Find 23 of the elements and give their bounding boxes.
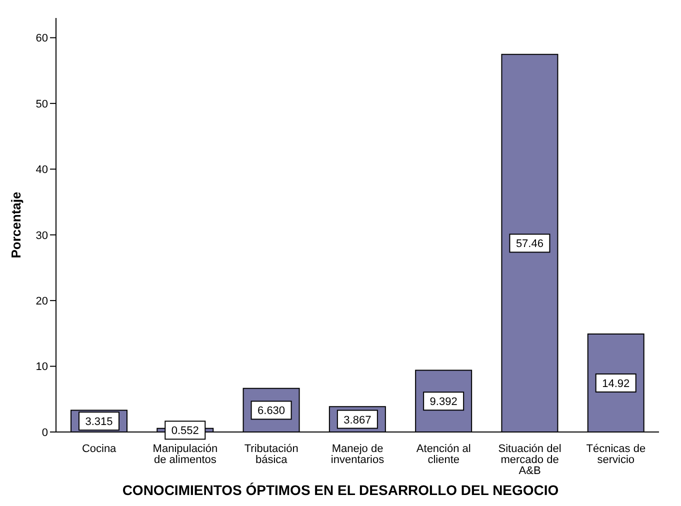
x-tick-label: Cocina <box>82 443 118 455</box>
y-axis-title: Porcentaje <box>8 192 24 258</box>
x-tick-label: Situación del mercado de A&B <box>498 443 562 477</box>
data-label: 57.46 <box>516 238 544 250</box>
y-tick-label: 60 <box>36 32 48 45</box>
x-axis-title: CONOCIMIENTOS ÓPTIMOS EN EL DESARROLLO DEL NEGOCIO <box>121 482 560 498</box>
y-tick-label: 10 <box>36 361 48 374</box>
data-label: 3.867 <box>344 414 372 426</box>
data-label: 9.392 <box>430 396 458 408</box>
x-tick-label: Atención al cliente <box>416 443 471 466</box>
data-label: 3.315 <box>85 416 113 428</box>
y-tick-label: 20 <box>36 295 48 308</box>
x-tick-label: Manipulación de alimentos <box>152 443 218 466</box>
x-tick-label: Tributación básica <box>244 443 298 466</box>
data-label: 14.92 <box>602 378 630 390</box>
x-tick-label: Manejo de inventarios <box>330 443 385 466</box>
data-label: 6.630 <box>258 405 286 418</box>
y-tick-label: 30 <box>36 230 48 242</box>
y-tick-label: 0 <box>42 426 48 439</box>
y-tick-label: 50 <box>36 98 48 110</box>
y-tick-label: 40 <box>36 164 48 176</box>
x-tick-label: Técnicas de servicio <box>586 443 646 466</box>
data-label: 0.552 <box>171 425 199 438</box>
